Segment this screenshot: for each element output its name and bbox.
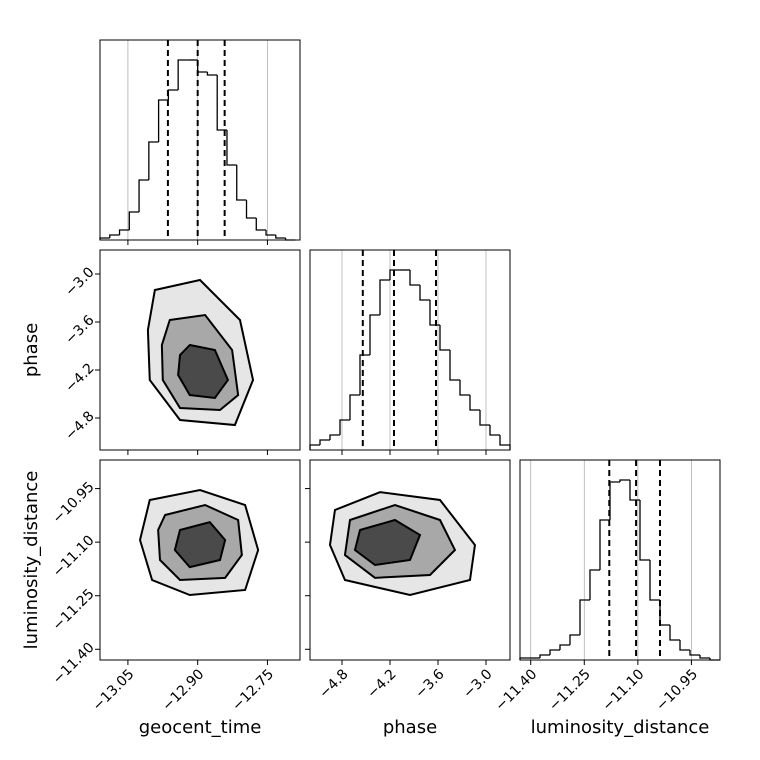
- hist-step: [569, 634, 580, 645]
- hist-step: [559, 644, 570, 650]
- x-tick-label: −12.75: [229, 666, 277, 714]
- hist-step: [128, 211, 140, 230]
- x-tick-label: −12.90: [159, 666, 207, 714]
- hist-step: [206, 72, 218, 76]
- y-tick-label: −4.8: [62, 408, 97, 443]
- panel-frame: [309, 459, 511, 661]
- hist-step: [639, 500, 650, 561]
- hist-step: [619, 479, 630, 482]
- hist-step: [469, 395, 480, 411]
- panel-frame: [99, 249, 301, 451]
- hist-step: [539, 654, 550, 658]
- y-tick-label: −10.95: [50, 479, 98, 527]
- y-tick-label: −3.0: [62, 264, 97, 299]
- hist-step: [459, 380, 470, 396]
- contour: [173, 521, 227, 569]
- hist-step: [669, 625, 680, 641]
- hist-step: [245, 200, 257, 219]
- hist-step: [649, 560, 660, 601]
- x-axis-label: geocent_time: [139, 717, 262, 738]
- hist-step: [118, 229, 130, 235]
- y-tick-label: −4.2: [62, 360, 97, 395]
- hist-step: [349, 394, 360, 420]
- x-axis-label: luminosity_distance: [531, 717, 710, 738]
- hist-step: [265, 230, 276, 236]
- hist-step: [449, 350, 460, 381]
- hist-step: [369, 314, 380, 355]
- hist-step: [409, 270, 420, 286]
- x-tick-label: −10.95: [653, 666, 701, 714]
- hist-step: [609, 481, 620, 520]
- hist-step: [177, 59, 188, 90]
- x-tick-label: −13.05: [90, 666, 138, 714]
- hist-step: [148, 141, 159, 180]
- hist-step: [329, 434, 340, 440]
- panel-frame: [99, 39, 301, 241]
- x-tick-label: −11.10: [600, 666, 648, 714]
- hist-step: [489, 425, 500, 436]
- x-tick-label: −11.25: [546, 666, 594, 714]
- hist-step: [359, 354, 370, 395]
- x-tick-label: −4.8: [316, 666, 351, 701]
- hist-step: [157, 99, 169, 142]
- hist-step: [236, 165, 247, 201]
- hist-step: [589, 569, 600, 600]
- y-tick-label: −3.6: [62, 312, 97, 347]
- hist-step: [699, 655, 710, 659]
- hist-step: [599, 519, 610, 570]
- hist-step: [679, 640, 690, 651]
- x-tick-label: −3.0: [460, 666, 495, 701]
- hist-step: [197, 60, 208, 73]
- x-tick-label: −4.2: [364, 666, 399, 701]
- y-tick-label: −11.10: [50, 532, 98, 580]
- hist-step: [659, 600, 670, 626]
- y-tick-label: −11.25: [50, 586, 98, 634]
- hist-step: [419, 285, 430, 301]
- hist-step: [479, 410, 490, 426]
- x-axis-label: phase: [383, 717, 437, 738]
- hist-step: [275, 235, 286, 239]
- hist-step: [339, 419, 350, 435]
- hist-step: [255, 218, 267, 231]
- x-tick-label: −3.6: [412, 666, 447, 701]
- y-tick-label: −11.40: [50, 640, 98, 688]
- panel-frame: [519, 459, 721, 661]
- hist-step: [499, 435, 511, 450]
- hist-step: [109, 234, 120, 238]
- hist-step: [689, 650, 700, 656]
- contour: [177, 343, 230, 400]
- x-tick-label: −11.40: [492, 666, 540, 714]
- hist-step: [439, 325, 450, 351]
- panel-frame: [99, 459, 301, 661]
- panel-frame: [309, 249, 511, 451]
- hist-step: [319, 439, 330, 445]
- hist-step: [309, 444, 320, 450]
- contour: [353, 518, 422, 567]
- hist-step: [226, 130, 237, 166]
- hist-step: [579, 599, 590, 635]
- hist-step: [167, 89, 179, 100]
- hist-step: [389, 269, 400, 280]
- hist-step: [549, 649, 560, 655]
- hist-step: [138, 179, 149, 212]
- hist-step: [379, 279, 390, 315]
- y-axis-label: luminosity_distance: [21, 471, 42, 650]
- y-axis-label: phase: [21, 323, 42, 377]
- hist-step: [629, 480, 640, 501]
